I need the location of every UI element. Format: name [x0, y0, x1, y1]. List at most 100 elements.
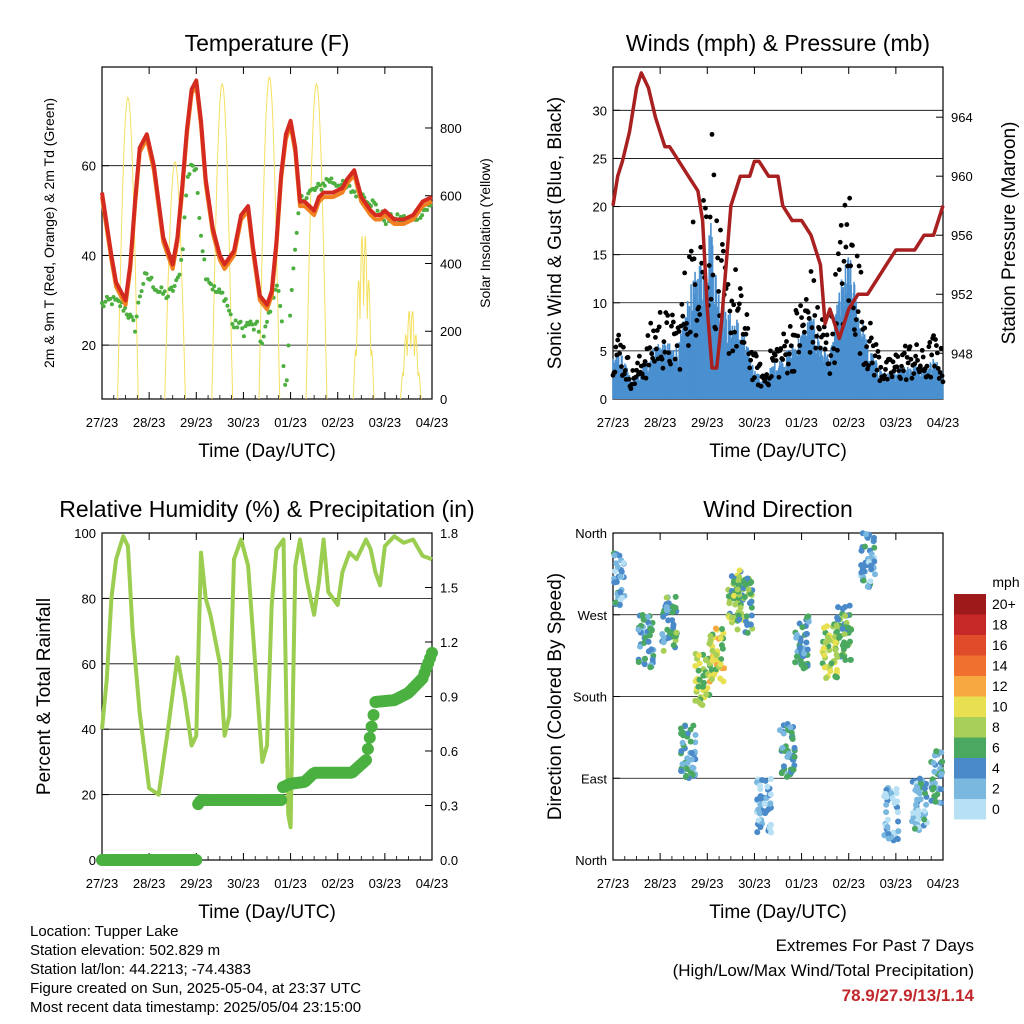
wind-gust-point	[889, 374, 895, 380]
legend-swatch	[954, 799, 986, 820]
solar-insolation-line	[164, 161, 186, 400]
wind-direction-point	[649, 656, 656, 663]
wind-gust-point	[719, 258, 724, 263]
relative-humidity-line	[100, 534, 433, 830]
rh-y2tick-label: 1.2	[440, 635, 458, 650]
wind-direction-point	[780, 763, 787, 770]
wind-gust-point	[811, 278, 817, 283]
dewpoint-point	[281, 364, 286, 369]
solar-insolation-line	[305, 82, 328, 400]
wind-gust-point	[622, 368, 628, 373]
dir-xtick-label: 27/23	[597, 876, 630, 891]
wind-gust-point	[831, 346, 837, 352]
wind-direction-point	[884, 824, 891, 831]
dewpoint-point	[141, 281, 146, 286]
wind-direction-point	[742, 618, 749, 625]
wind-gust-point	[899, 363, 904, 369]
wind-gust-point	[891, 368, 897, 374]
wind-gust-point	[856, 263, 862, 269]
dewpoint-point	[250, 322, 255, 327]
wind-gust-point	[920, 354, 926, 360]
dir-ylabel: Direction (Colored By Speed)	[545, 573, 566, 820]
rh-ytick-label: 60	[82, 657, 96, 672]
wind-gust-point	[864, 344, 870, 350]
wind-gust-point	[938, 345, 944, 351]
wind-gust-point	[732, 329, 738, 335]
dewpoint-point	[335, 183, 340, 188]
wind-gust-point	[803, 297, 809, 302]
dewpoint-point	[172, 283, 177, 288]
wind-gust-point	[646, 362, 652, 368]
dewpoint-point	[354, 194, 359, 199]
wind-gust-point	[851, 305, 856, 311]
wind-gust-point	[776, 374, 782, 380]
legend-swatch	[954, 635, 986, 656]
wind-gust-point	[933, 337, 938, 342]
wind-gust-point	[801, 322, 806, 328]
wind-gust-point	[932, 363, 937, 369]
dewpoint-point	[425, 207, 430, 212]
wind-direction-point	[692, 739, 699, 746]
dir-ytick-label: North	[575, 853, 607, 868]
wind-direction-point	[846, 602, 853, 609]
wind-gust-point	[637, 353, 642, 359]
dewpoint-point	[179, 257, 184, 262]
wind-gust-point	[851, 327, 857, 333]
legend-swatch	[954, 614, 986, 635]
wind-gust-point	[802, 329, 807, 335]
wind-direction-point	[766, 825, 773, 832]
wind-direction-point	[695, 667, 702, 674]
wind-direction-point	[885, 830, 892, 837]
wind-gust-point	[657, 310, 663, 315]
wind-direction-point	[820, 624, 827, 631]
wind-gust-point	[796, 349, 802, 355]
legend-swatch	[954, 737, 986, 758]
wind-direction-point	[726, 600, 733, 607]
wind-direction-point	[867, 562, 874, 569]
wind-gust-point	[832, 360, 837, 366]
wind-gust-point	[772, 352, 778, 358]
legend-label: 18	[992, 617, 1008, 633]
wind-direction-point	[839, 652, 846, 659]
wind-direction-point	[842, 612, 849, 619]
dewpoint-point	[304, 196, 309, 201]
precip-total-point	[363, 731, 376, 744]
wind-gust-point	[780, 357, 786, 362]
wind-gust-point	[841, 258, 847, 264]
dir-xtick-label: 02/23	[832, 876, 865, 891]
wind-direction-point	[647, 664, 654, 671]
wind-gust-point	[653, 346, 659, 352]
precip-total-point	[361, 742, 374, 755]
dewpoint-point	[190, 163, 195, 168]
wind-direction-point	[776, 727, 783, 734]
wind-direction-point	[841, 631, 848, 638]
wind-direction-point	[847, 656, 854, 663]
wind-gust-point	[830, 331, 836, 337]
dewpoint-point	[415, 217, 420, 222]
dewpoint-point	[210, 287, 215, 292]
wind-gust-point	[744, 312, 750, 317]
wind-direction-point	[645, 638, 652, 645]
wind-gust-point	[806, 316, 812, 321]
dewpoint-point	[126, 315, 131, 320]
wind-gust-point	[848, 263, 853, 269]
wind-gust-point	[875, 349, 881, 354]
wind-direction-point	[700, 679, 707, 686]
wind-direction-point	[703, 691, 710, 698]
wind-gust-point	[668, 361, 673, 367]
wind-gust-point	[757, 361, 763, 367]
wind-gust-point	[615, 337, 621, 343]
wind-gust-point	[696, 304, 702, 310]
wind-gust-point	[719, 242, 725, 247]
temp-9m-line	[100, 82, 433, 312]
wind-gust-point	[836, 267, 842, 273]
dewpoint-point	[124, 312, 129, 317]
wind-direction-point	[644, 613, 651, 620]
wind-gust-point	[842, 202, 848, 208]
wind-gust-point	[713, 326, 719, 332]
wind-direction-point	[678, 767, 685, 774]
dewpoint-point	[225, 303, 230, 308]
wind-gust-point	[905, 360, 911, 366]
dewpoint-point	[283, 382, 288, 387]
dewpoint-point	[169, 285, 174, 290]
